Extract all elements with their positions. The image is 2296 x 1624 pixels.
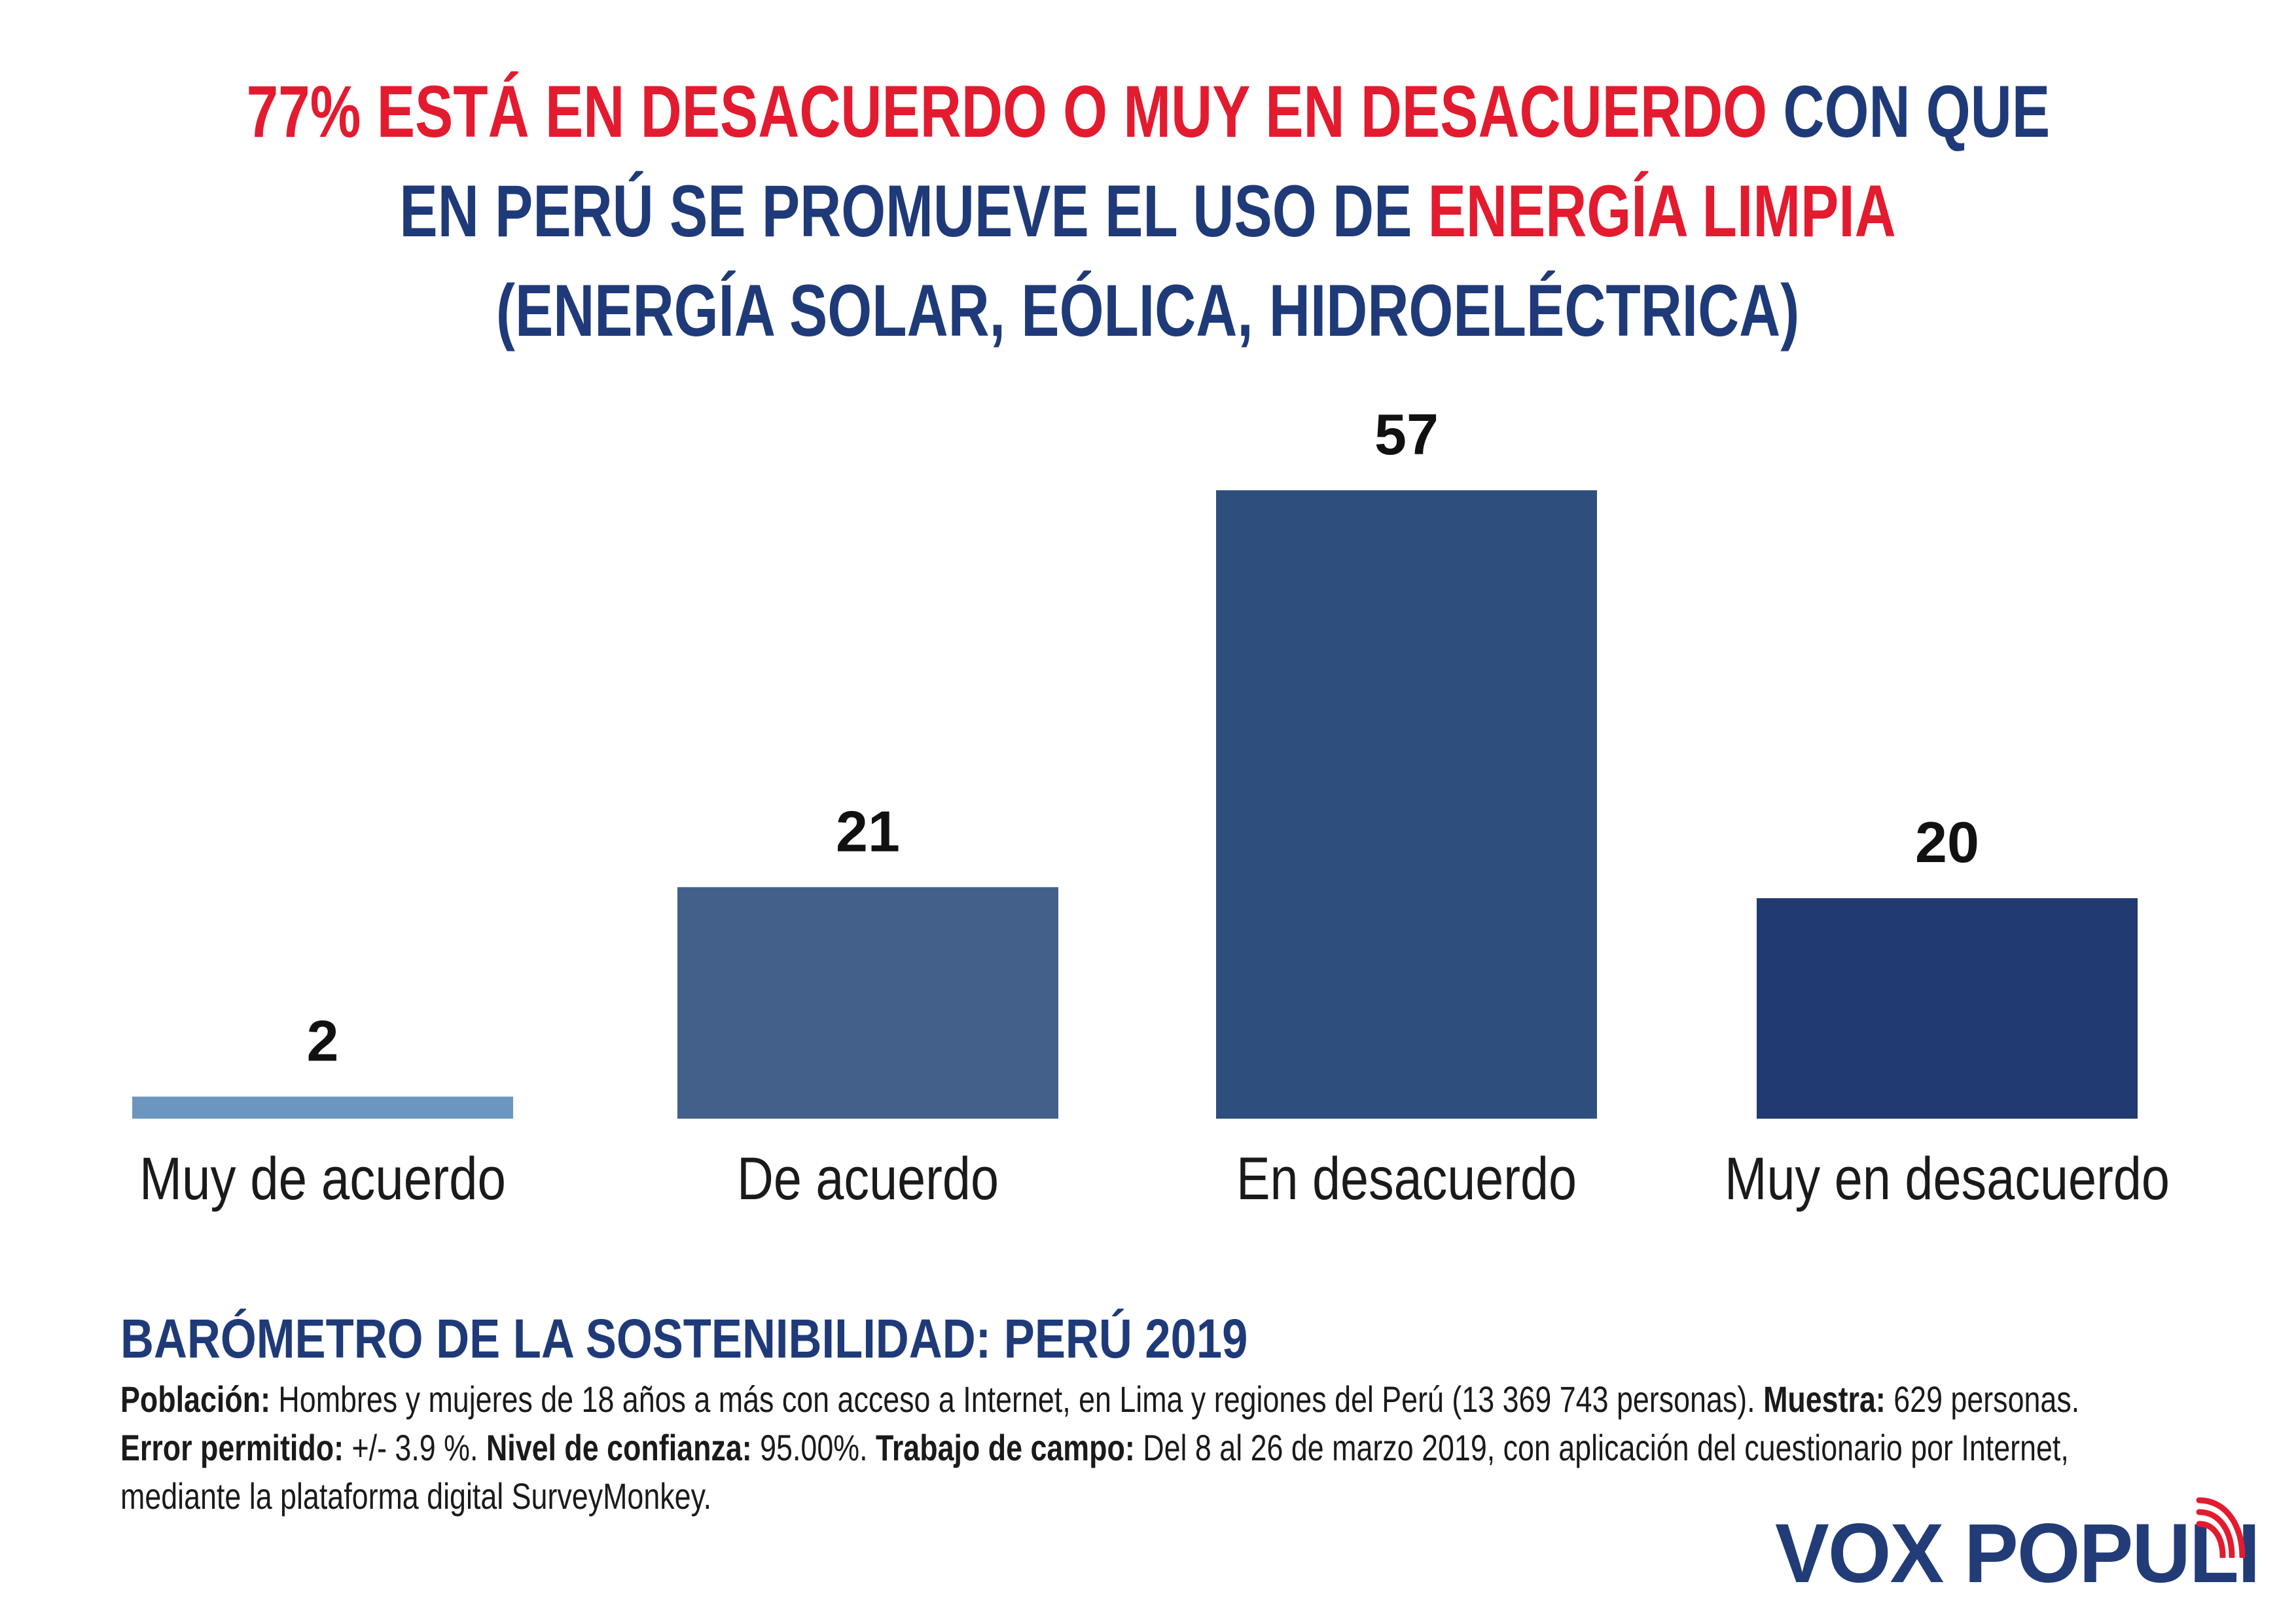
category-label: En desacuerdo bbox=[1236, 1146, 1577, 1212]
muestra-label: Muestra: bbox=[1763, 1379, 1886, 1420]
nivel-label: Nivel de confianza: bbox=[486, 1427, 752, 1468]
bar bbox=[1757, 898, 2138, 1119]
data-label: 2 bbox=[307, 1008, 339, 1073]
data-label: 21 bbox=[836, 799, 900, 863]
logo-text: VOX POPULI bbox=[1775, 1507, 2260, 1600]
methodology-text: Población: Hombres y mujeres de 18 años … bbox=[120, 1375, 2079, 1521]
bar bbox=[677, 887, 1058, 1119]
category-label: De acuerdo bbox=[737, 1146, 999, 1212]
data-label: 57 bbox=[1374, 402, 1439, 467]
error-text: +/- 3.9 %. bbox=[344, 1427, 486, 1468]
title-highlight: ENERGÍA LIMPIA bbox=[1428, 170, 1897, 252]
category-label: Muy de acuerdo bbox=[139, 1146, 506, 1212]
poblacion-label: Población: bbox=[120, 1379, 270, 1420]
category-label: Muy en desacuerdo bbox=[1725, 1146, 2170, 1212]
poblacion-text: Hombres y mujeres de 18 años a más con a… bbox=[270, 1379, 1764, 1420]
muestra-text: 629 personas. bbox=[1885, 1379, 2080, 1420]
footer-title: BARÓMETRO DE LA SOSTENIBILIDAD: PERÚ 201… bbox=[120, 1308, 1248, 1369]
bar-chart: 2 Muy de acuerdo 21 De acuerdo 57 En desacuer… bbox=[132, 402, 2170, 1212]
platform-text: mediante la plataforma digital SurveyMon… bbox=[120, 1475, 712, 1517]
signal-waves-icon bbox=[2196, 1497, 2246, 1558]
bar bbox=[1216, 490, 1597, 1119]
title-text: EN PERÚ SE PROMUEVE EL USO DE bbox=[399, 170, 1429, 252]
title-text: CON QUE bbox=[1767, 71, 2050, 153]
bar bbox=[132, 1096, 513, 1119]
title-subtitle: (ENERGÍA SOLAR, EÓLICA, HIDROELÉCTRICA) bbox=[496, 270, 1800, 352]
vox-populi-logo: VOX POPULI bbox=[1775, 1497, 2272, 1600]
title-highlight: 77% ESTÁ EN DESACUERDO O MUY EN DESACUER… bbox=[246, 71, 1767, 153]
trabajo-label: Trabajo de campo: bbox=[875, 1427, 1135, 1468]
chart-title: 77% ESTÁ EN DESACUERDO O MUY EN DESACUER… bbox=[0, 62, 2296, 361]
footer: BARÓMETRO DE LA SOSTENIBILIDAD: PERÚ 201… bbox=[120, 1306, 2296, 1521]
trabajo-text: Del 8 al 26 de marzo 2019, con aplicació… bbox=[1134, 1427, 2069, 1468]
nivel-text: 95.00%. bbox=[751, 1427, 876, 1468]
error-label: Error permitido: bbox=[120, 1427, 344, 1468]
data-label: 20 bbox=[1915, 810, 1979, 875]
